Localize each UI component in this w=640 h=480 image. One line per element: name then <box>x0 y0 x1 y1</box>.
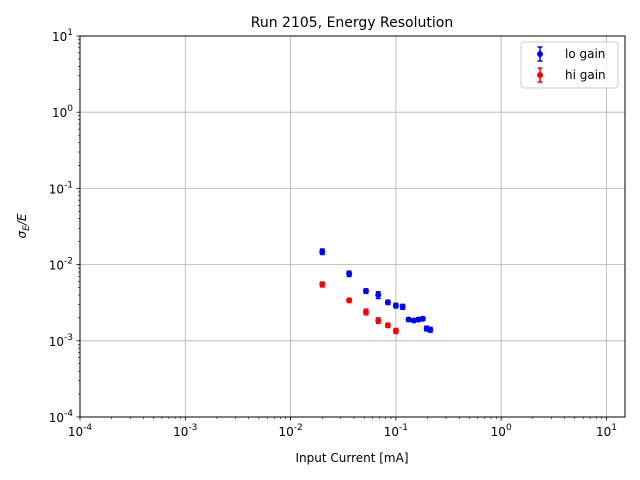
hi-gain-point <box>362 308 369 316</box>
hi-gain-marker <box>392 327 399 334</box>
lo-gain-marker <box>399 303 406 310</box>
hi-gain-marker <box>319 281 326 288</box>
hi-gain-point <box>384 322 391 329</box>
data-marks <box>319 248 434 335</box>
x-tick-label-1e0: 100 <box>491 423 512 439</box>
hi-gain-point <box>346 297 353 304</box>
lo-gain-marker <box>392 302 399 309</box>
lo-gain-marker <box>427 326 434 333</box>
y-tick-label-1e1: 101 <box>52 28 73 44</box>
lo-gain-marker <box>410 317 417 324</box>
y-tick-label-1e-1: 10-1 <box>49 180 73 196</box>
legend-entry-lo-gain: lo gain <box>537 46 605 62</box>
grid <box>79 35 625 418</box>
lo-gain-point <box>427 326 434 333</box>
legend-hi-gain-marker <box>537 72 543 78</box>
hi-gain-marker <box>362 308 369 315</box>
legend-hi-gain-label: hi gain <box>565 68 606 82</box>
y-tick-label-1e-3: 10-3 <box>49 333 73 349</box>
y-axis-label: σE/E <box>15 213 32 238</box>
lo-gain-point <box>346 270 353 278</box>
lo-gain-point <box>362 288 369 295</box>
lo-gain-point <box>399 303 406 310</box>
lo-gain-marker <box>384 299 391 306</box>
y-tick-label-1e-4: 10-4 <box>49 409 74 425</box>
lo-gain-point <box>405 316 412 323</box>
lo-gain-marker <box>375 291 382 298</box>
legend-lo-gain-marker <box>537 51 543 57</box>
legend-lo-gain-label: lo gain <box>565 47 605 61</box>
lo-gain-point <box>375 291 382 300</box>
y-tick-label-1e-2: 10-2 <box>49 257 73 273</box>
hi-gain-point <box>319 281 326 288</box>
lo-gain-marker <box>419 315 426 322</box>
axis-ticks: 10-4 10-3 10-2 10-1 100 101 10-4 10-3 10-2 10-1 10… <box>49 28 617 439</box>
x-tick-label-1e-1: 10-1 <box>384 423 408 439</box>
legend: lo gain hi gain <box>520 41 619 89</box>
lo-gain-marker <box>319 248 326 255</box>
lo-gain-point <box>419 315 426 322</box>
hi-gain-marker <box>346 297 353 304</box>
legend-entry-hi-gain: hi gain <box>537 67 606 83</box>
lo-gain-marker <box>346 270 353 277</box>
lo-gain-marker <box>362 288 369 295</box>
lo-gain-point <box>319 248 326 256</box>
plot-frame <box>79 35 626 418</box>
hi-gain-point <box>392 327 399 335</box>
x-tick-label-1e1: 101 <box>596 423 617 439</box>
hi-gain-marker <box>384 322 391 329</box>
x-tick-label-1e-4: 10-4 <box>68 423 93 439</box>
chart-title: Run 2105, Energy Resolution <box>251 15 453 31</box>
lo-gain-point <box>384 299 391 306</box>
x-tick-label-1e-3: 10-3 <box>173 423 197 439</box>
legend-box <box>520 41 619 89</box>
hi-gain-point <box>375 317 382 324</box>
lo-gain-point <box>410 317 417 324</box>
hi-gain-marker <box>375 317 382 324</box>
y-tick-label-1e0: 100 <box>52 104 73 120</box>
lo-gain-marker <box>405 316 412 323</box>
x-tick-label-1e-2: 10-2 <box>278 423 302 439</box>
lo-gain-point <box>392 302 399 309</box>
x-axis-label: Input Current [mA] <box>295 451 408 465</box>
